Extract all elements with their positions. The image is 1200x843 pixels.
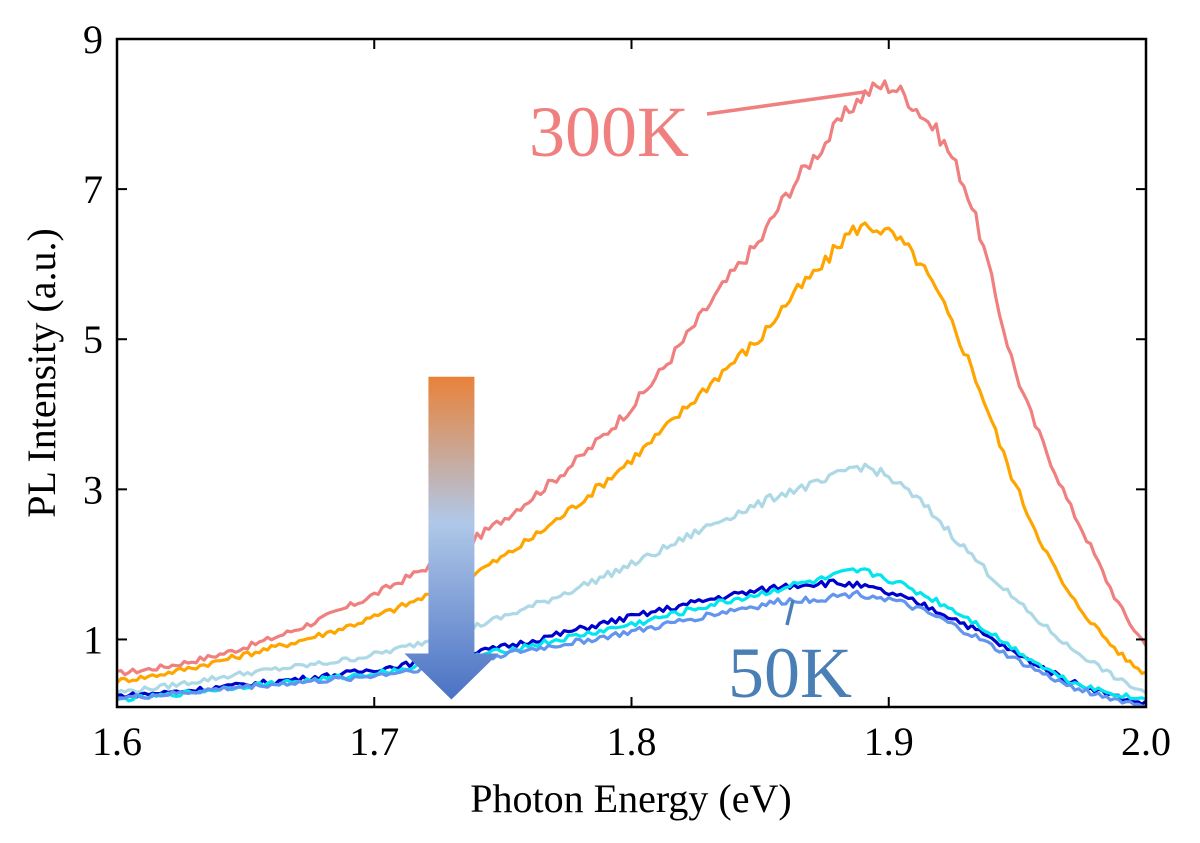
annotation-layer: 300K 50K	[529, 90, 867, 713]
annotation-leader-300k	[706, 90, 867, 116]
annotation-50k: 50K	[728, 633, 852, 713]
x-axis-ticks: 1.6 1.7 1.8 1.9 2.0	[92, 39, 1171, 764]
series-line-5	[117, 567, 1146, 703]
x-tick-label: 2.0	[1121, 719, 1171, 764]
y-tick-label: 1	[83, 617, 103, 662]
gradient-arrow-shape	[404, 376, 499, 700]
annotation-300k: 300K	[529, 92, 689, 172]
y-tick-label: 5	[83, 317, 103, 362]
temperature-arrow	[404, 376, 499, 700]
y-axis-ticks: 1 3 5 7 9	[83, 17, 1146, 662]
y-tick-label: 3	[83, 467, 103, 512]
y-tick-label: 9	[83, 17, 103, 62]
series-line-2	[117, 221, 1146, 684]
x-tick-label: 1.7	[349, 719, 399, 764]
x-tick-label: 1.9	[864, 719, 914, 764]
x-axis-label: Photon Energy (eV)	[470, 776, 791, 821]
x-tick-label: 1.6	[92, 719, 142, 764]
series-line-3	[117, 462, 1146, 695]
y-tick-label: 7	[83, 167, 103, 212]
annotation-leader-50k	[785, 599, 795, 626]
series-line-6	[117, 589, 1146, 707]
y-axis-label: PL Intensity (a.u.)	[19, 228, 64, 518]
series-layer	[117, 79, 1146, 707]
series-line-1	[117, 79, 1146, 677]
x-tick-label: 1.8	[607, 719, 657, 764]
